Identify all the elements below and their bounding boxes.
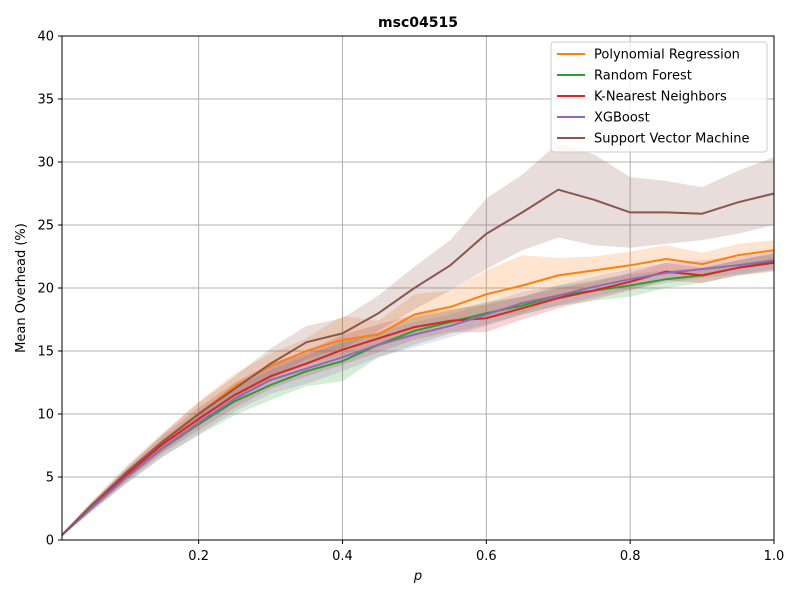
x-tick-label: 0.2 — [188, 549, 209, 564]
line-xgboost — [61, 259, 775, 536]
y-tick-label: 40 — [37, 30, 54, 45]
x-tick-label: 0.6 — [476, 549, 497, 564]
y-tick-label: 35 — [37, 93, 54, 108]
x-axis: 0.2 0.4 0.6 0.8 1.0 — [188, 540, 784, 564]
legend-label: Polynomial Regression — [594, 48, 740, 63]
x-tick-label: 1.0 — [764, 549, 785, 564]
y-tick-label: 25 — [37, 219, 54, 234]
legend-label: XGBoost — [594, 111, 650, 126]
y-tick-label: 10 — [37, 408, 54, 423]
line-support-vector-machine — [61, 188, 775, 536]
legend: Polynomial Regression Random Forest K-Near… — [550, 41, 768, 153]
legend-box — [550, 41, 768, 153]
series-lines — [61, 188, 775, 536]
legend-label: Support Vector Machine — [594, 132, 750, 147]
legend-label: K-Nearest Neighbors — [594, 90, 727, 105]
band-support-vector-machine — [62, 143, 774, 537]
y-tick-label: 30 — [37, 156, 54, 171]
x-axis-label: p — [413, 569, 422, 584]
x-tick-label: 0.8 — [620, 549, 641, 564]
band-k-nearest-neighbors — [62, 254, 774, 537]
legend-label: Random Forest — [594, 69, 692, 84]
y-tick-label: 0 — [46, 534, 54, 549]
y-tick-label: 20 — [37, 282, 54, 297]
y-tick-label: 15 — [37, 345, 54, 360]
y-axis: 0 5 10 15 20 25 30 35 40 — [37, 30, 62, 549]
y-axis-label: Mean Overhead (%) — [14, 223, 29, 353]
y-tick-label: 5 — [46, 471, 54, 486]
x-tick-label: 0.4 — [332, 549, 353, 564]
band-random-forest — [62, 252, 774, 537]
chart-title: msc04515 — [378, 15, 458, 31]
